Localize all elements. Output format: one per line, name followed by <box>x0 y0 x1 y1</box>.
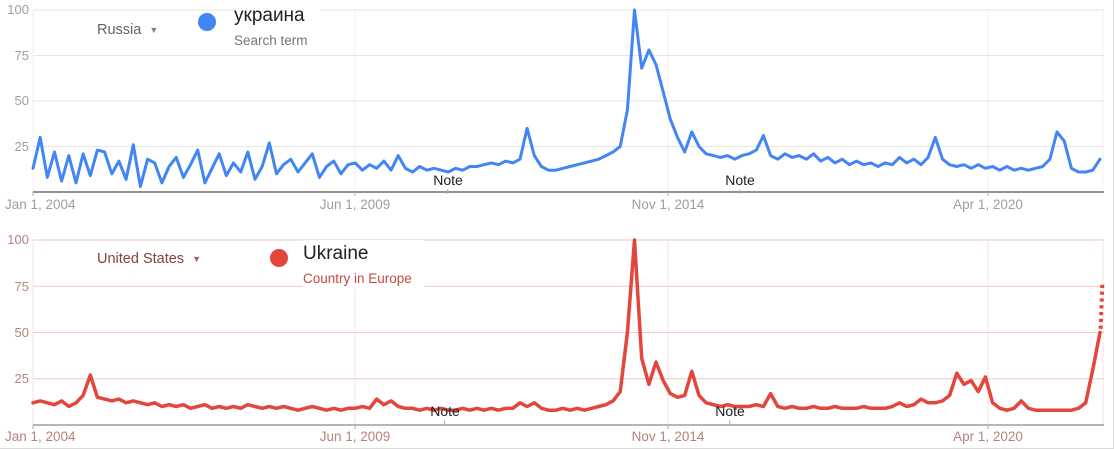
x-tick-label: Apr 1, 2020 <box>953 197 1023 212</box>
line-chart-united-states[interactable] <box>0 228 1114 449</box>
series-legend: украина Search term <box>234 2 320 51</box>
series-legend: Ukraine Country in Europe <box>303 240 424 289</box>
y-tick-label: 75 <box>14 279 29 294</box>
region-selector-label: Russia <box>97 22 142 38</box>
y-tick-label: 75 <box>14 48 29 63</box>
x-tick-label: Nov 1, 2014 <box>631 429 705 444</box>
y-tick-label: 25 <box>14 371 29 386</box>
y-tick-label: 50 <box>14 93 29 108</box>
region-selector-russia[interactable]: Russia ▼ <box>93 21 163 39</box>
chart-section-united-states: 100 75 50 25 Jan 1, 2004 Jun 1, 2009 Nov… <box>0 228 1114 449</box>
series-subtitle: Search term <box>234 33 308 48</box>
series-color-dot <box>198 13 216 31</box>
x-tick-label: Jan 1, 2004 <box>5 429 76 444</box>
note-annotation[interactable]: Note <box>430 404 460 425</box>
x-tick-label: Jan 1, 2004 <box>5 197 76 212</box>
x-tick-label: Apr 1, 2020 <box>953 429 1023 444</box>
note-annotation[interactable]: Note <box>715 404 745 425</box>
note-annotation[interactable]: Note <box>433 173 463 194</box>
y-tick-label: 100 <box>7 2 29 17</box>
x-tick-label: Jun 1, 2009 <box>319 197 391 212</box>
line-chart-russia[interactable] <box>0 0 1114 226</box>
region-selector-label: United States <box>97 251 185 267</box>
region-selector-united-states[interactable]: United States ▼ <box>93 250 205 268</box>
series-title: Ukraine <box>303 243 369 264</box>
series-title: украина <box>234 5 305 26</box>
dropdown-caret-icon: ▼ <box>192 254 201 264</box>
chart-section-russia: 100 75 50 25 Jan 1, 2004 Jun 1, 2009 Nov… <box>0 0 1114 226</box>
y-tick-label: 50 <box>14 325 29 340</box>
series-subtitle: Country in Europe <box>303 271 412 286</box>
y-tick-label: 100 <box>7 232 29 247</box>
x-tick-label: Jun 1, 2009 <box>319 429 391 444</box>
y-tick-label: 25 <box>14 139 29 154</box>
dropdown-caret-icon: ▼ <box>149 25 159 35</box>
series-color-dot <box>270 249 288 267</box>
note-annotation[interactable]: Note <box>725 173 755 194</box>
x-tick-label: Nov 1, 2014 <box>631 197 705 212</box>
